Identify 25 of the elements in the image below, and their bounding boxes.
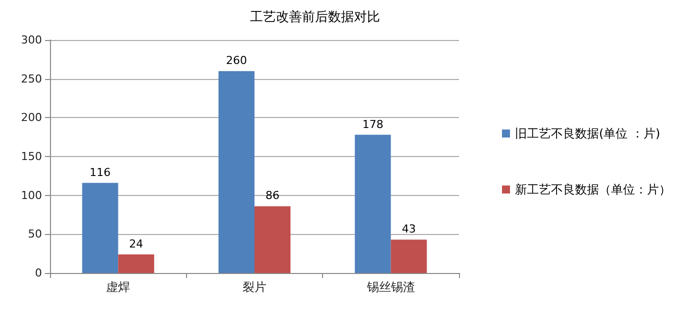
y-tick-label: 100 — [21, 188, 42, 202]
legend-label: 旧工艺不良数据(单位 ：片) — [515, 126, 660, 140]
x-tick-label: 锡丝锡渣 — [366, 280, 415, 294]
data-label: 43 — [402, 222, 416, 236]
chart-title: 工艺改善前后数据对比 — [250, 9, 380, 25]
legend-label: 新工艺不良数据（单位：片） — [515, 182, 671, 196]
data-label: 116 — [90, 166, 111, 179]
x-tick-label: 裂片 — [242, 280, 266, 294]
y-tick-label: 250 — [21, 72, 42, 86]
bar — [390, 240, 427, 273]
y-tick-label: 0 — [35, 266, 42, 280]
y-tick-label: 300 — [21, 34, 42, 46]
bar — [218, 71, 254, 273]
y-tick-label: 50 — [28, 228, 42, 241]
bar — [118, 254, 154, 273]
x-tick-label: 虚焊 — [106, 280, 130, 294]
bar — [254, 206, 290, 273]
bar — [354, 134, 391, 273]
data-label: 178 — [362, 118, 384, 131]
data-label: 24 — [129, 237, 144, 250]
bar — [82, 182, 118, 273]
y-tick-label: 200 — [21, 111, 42, 124]
data-label: 260 — [226, 54, 247, 68]
data-label: 86 — [266, 189, 280, 202]
y-tick-label: 150 — [21, 150, 42, 163]
